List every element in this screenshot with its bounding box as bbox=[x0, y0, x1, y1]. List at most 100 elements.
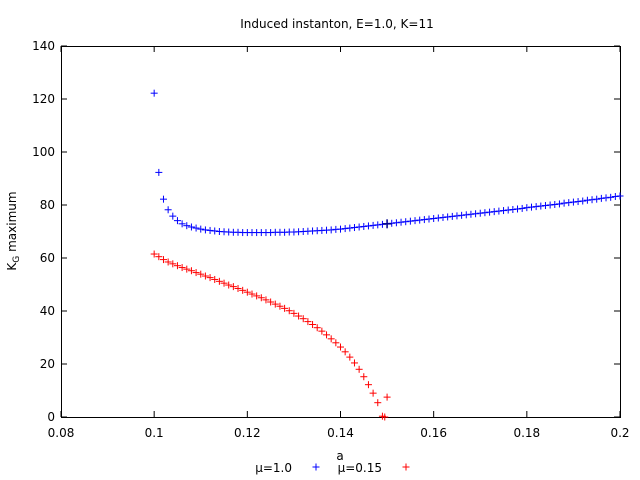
x-tick-label: 0.16 bbox=[420, 426, 447, 440]
x-tick-label: 0.14 bbox=[327, 426, 354, 440]
data-point bbox=[569, 198, 577, 206]
data-point bbox=[164, 258, 172, 266]
data-point bbox=[327, 226, 335, 234]
y-tick-label: 120 bbox=[32, 92, 55, 106]
legend-plus-icon bbox=[312, 463, 320, 471]
x-tick-label: 0.18 bbox=[513, 426, 540, 440]
legend-label-mu-015: μ=0.15 bbox=[338, 461, 382, 475]
data-point bbox=[257, 294, 265, 302]
series-1 bbox=[150, 250, 391, 421]
data-point bbox=[541, 202, 549, 210]
data-point bbox=[201, 272, 209, 280]
data-point bbox=[374, 221, 382, 229]
data-point bbox=[299, 315, 307, 323]
data-point bbox=[248, 290, 256, 298]
data-point bbox=[211, 275, 219, 283]
data-point bbox=[397, 218, 405, 226]
data-point bbox=[346, 353, 354, 361]
legend-plus-icon bbox=[402, 463, 410, 471]
data-point bbox=[350, 359, 358, 367]
data-point bbox=[537, 202, 545, 210]
data-point bbox=[192, 269, 200, 277]
x-tick-label: 0.2 bbox=[610, 426, 629, 440]
data-point bbox=[178, 220, 186, 228]
y-tick-label: 60 bbox=[40, 251, 55, 265]
data-point bbox=[411, 217, 419, 225]
data-point bbox=[150, 89, 158, 97]
data-point bbox=[187, 223, 195, 231]
data-point bbox=[225, 281, 233, 289]
data-point bbox=[462, 211, 470, 219]
y-tick-label: 40 bbox=[40, 304, 55, 318]
data-point bbox=[187, 267, 195, 275]
data-point bbox=[169, 212, 177, 220]
x-tick-label: 0.1 bbox=[145, 426, 164, 440]
data-point bbox=[211, 227, 219, 235]
legend: μ=1.0 μ=0.15 bbox=[255, 461, 410, 475]
data-point bbox=[425, 215, 433, 223]
data-point bbox=[253, 292, 261, 300]
data-point bbox=[197, 225, 205, 233]
data-point bbox=[490, 208, 498, 216]
data-point bbox=[155, 168, 163, 176]
data-point bbox=[159, 256, 167, 264]
data-point bbox=[420, 216, 428, 224]
data-point bbox=[295, 312, 303, 320]
data-point bbox=[597, 194, 605, 202]
data-point bbox=[616, 192, 624, 200]
data-point bbox=[183, 222, 191, 230]
data-point bbox=[229, 283, 237, 291]
data-series bbox=[150, 89, 624, 421]
data-point bbox=[602, 194, 610, 202]
data-point bbox=[416, 216, 424, 224]
data-point bbox=[467, 210, 475, 218]
x-tick-label: 0.08 bbox=[48, 426, 75, 440]
data-point bbox=[579, 197, 587, 205]
data-point bbox=[509, 206, 517, 214]
data-point bbox=[444, 213, 452, 221]
data-point bbox=[392, 219, 400, 227]
data-point bbox=[206, 274, 214, 282]
data-point bbox=[285, 307, 293, 315]
data-point bbox=[355, 365, 363, 373]
legend-marker-mu-1 bbox=[312, 463, 320, 471]
legend-label-mu-1: μ=1.0 bbox=[255, 461, 292, 475]
data-point bbox=[434, 214, 442, 222]
data-point bbox=[476, 209, 484, 217]
data-point bbox=[611, 193, 619, 201]
data-point bbox=[593, 195, 601, 203]
data-point bbox=[532, 203, 540, 211]
data-point bbox=[173, 217, 181, 225]
data-point bbox=[159, 195, 167, 203]
data-point bbox=[281, 304, 289, 312]
data-point bbox=[369, 389, 377, 397]
y-tick-label: 80 bbox=[40, 198, 55, 212]
data-point bbox=[495, 207, 503, 215]
y-tick-label: 0 bbox=[47, 410, 55, 424]
data-point bbox=[313, 324, 321, 332]
data-point bbox=[486, 208, 494, 216]
data-point bbox=[402, 218, 410, 226]
data-point bbox=[243, 288, 251, 296]
data-point bbox=[164, 206, 172, 214]
data-point bbox=[406, 217, 414, 225]
data-point bbox=[383, 393, 391, 401]
data-point bbox=[323, 331, 331, 339]
data-point bbox=[453, 212, 461, 220]
data-point bbox=[607, 193, 615, 201]
data-point bbox=[583, 196, 591, 204]
data-point bbox=[192, 224, 200, 232]
x-axis: 0.08 0.1 0.12 0.14 0.16 0.18 0.2 bbox=[48, 46, 630, 440]
data-point bbox=[267, 298, 275, 306]
data-point bbox=[234, 284, 242, 292]
data-point bbox=[346, 224, 354, 232]
data-point bbox=[327, 335, 335, 343]
data-point bbox=[546, 201, 554, 209]
data-point bbox=[309, 321, 317, 329]
x-tick-label: 0.12 bbox=[234, 426, 261, 440]
data-point bbox=[239, 286, 247, 294]
x-axis-label: a bbox=[336, 449, 343, 463]
data-point bbox=[150, 250, 158, 258]
data-point bbox=[504, 206, 512, 214]
